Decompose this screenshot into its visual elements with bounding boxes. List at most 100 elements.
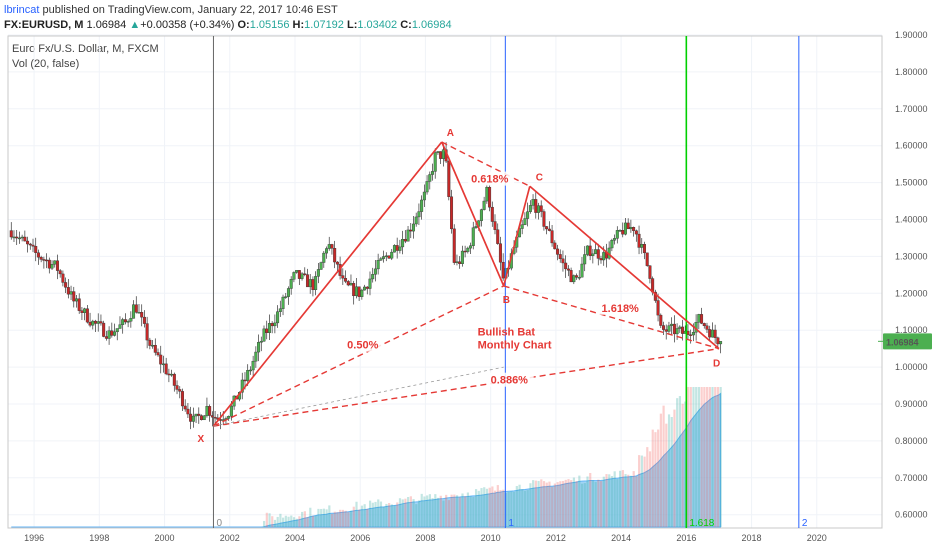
author-link[interactable]: lbrincat [4, 4, 40, 16]
close-value: 1.06984 [411, 19, 452, 31]
volume-bar [602, 476, 605, 527]
volume-bar [627, 474, 630, 527]
volume-bar [450, 494, 453, 527]
y-tick-label: 1.00000 [895, 362, 928, 372]
candle-body [479, 209, 483, 221]
candle-body [346, 281, 350, 286]
volume-bar [306, 517, 309, 527]
volume-bar [703, 387, 706, 527]
pattern-point-label: X [197, 434, 204, 445]
x-tick-label: 2004 [285, 533, 305, 543]
volume-bar [330, 513, 334, 527]
candle-body [36, 252, 40, 258]
candle-body [702, 323, 706, 327]
low-value: 1.03402 [357, 19, 398, 31]
candle-body [311, 279, 315, 291]
candle-body [164, 363, 168, 375]
candle-body [118, 324, 122, 329]
volume-bar [352, 506, 355, 527]
pattern-point-label: B [503, 295, 510, 306]
candle-body [308, 279, 312, 288]
candle-body [450, 196, 454, 230]
candle-body [91, 320, 95, 326]
candle-body [83, 308, 87, 313]
candle-body [471, 227, 475, 246]
open-label: O: [237, 19, 250, 31]
x-tick-label: 2000 [155, 533, 175, 543]
pattern-leg-CD [529, 185, 720, 350]
volume-bar [442, 500, 445, 527]
candle-body [34, 245, 38, 253]
volume-bar [382, 506, 385, 527]
candle-body [248, 369, 252, 372]
candle-body [545, 226, 549, 230]
candle-body [243, 379, 247, 382]
volume-bar [263, 520, 266, 527]
volume-bar [632, 471, 635, 527]
candle-body [648, 265, 652, 279]
candle-body [580, 263, 584, 278]
candle-body [395, 245, 399, 251]
ticker-line: FX:EURUSD, M 1.06984 ▲+0.00358 (+0.34%) … [4, 18, 452, 32]
x-tick-label: 2010 [481, 533, 501, 543]
candle-body [623, 222, 627, 235]
candle-body [246, 370, 250, 381]
volume-bar [273, 519, 277, 527]
candle-body [662, 325, 666, 330]
candle-body [99, 321, 103, 324]
candle-body [428, 174, 432, 182]
volume-bar [513, 491, 516, 527]
candle-body [137, 312, 141, 314]
candle-body [553, 242, 557, 250]
candle-body [153, 344, 157, 353]
volume-bar [265, 512, 268, 527]
candle-body [425, 181, 429, 193]
candle-body [259, 340, 263, 343]
volume-bar [553, 483, 556, 527]
candle-body [390, 251, 394, 259]
volume-bar [686, 387, 690, 527]
candle-body [618, 230, 622, 232]
high-label: H: [292, 19, 305, 31]
candle-body [577, 276, 581, 279]
candle-body [371, 274, 375, 280]
fib-time-label: 1 [508, 518, 514, 529]
pattern-point-label: D [713, 359, 720, 370]
candle-body [134, 304, 138, 313]
volume-bar [591, 480, 595, 527]
volume-bar [309, 507, 312, 527]
candle-body [58, 270, 62, 275]
volume-bar [504, 492, 508, 527]
volume-bar [474, 489, 478, 527]
volume-bar [545, 482, 548, 527]
low-label: L: [346, 19, 358, 31]
ratio-label-bg [487, 372, 534, 387]
candle-body [439, 151, 443, 159]
candle-body [526, 211, 530, 219]
volume-bar [605, 474, 608, 527]
volume-bar [385, 503, 388, 527]
candle-body [289, 279, 293, 289]
candle-body [352, 283, 356, 297]
candle-body [335, 261, 339, 265]
volume-bar [404, 498, 407, 527]
volume-bar [556, 482, 559, 527]
volume-bar [292, 517, 296, 527]
volume-bar [363, 504, 366, 527]
volume-bar [526, 490, 529, 527]
volume-bar [398, 498, 402, 527]
candle-body [436, 151, 440, 153]
candle-body [705, 325, 709, 330]
volume-bar [417, 500, 421, 527]
volume-bar [271, 516, 274, 527]
candle-body [536, 205, 540, 213]
candle-body [305, 274, 309, 288]
volume-bar [436, 497, 440, 527]
candle-body [610, 239, 614, 249]
candle-body [61, 273, 65, 283]
pattern-ratio-label: 1.618% [602, 303, 640, 315]
pattern-point-label: C [536, 172, 543, 183]
candle-body [31, 244, 35, 247]
candle-body [104, 336, 108, 339]
